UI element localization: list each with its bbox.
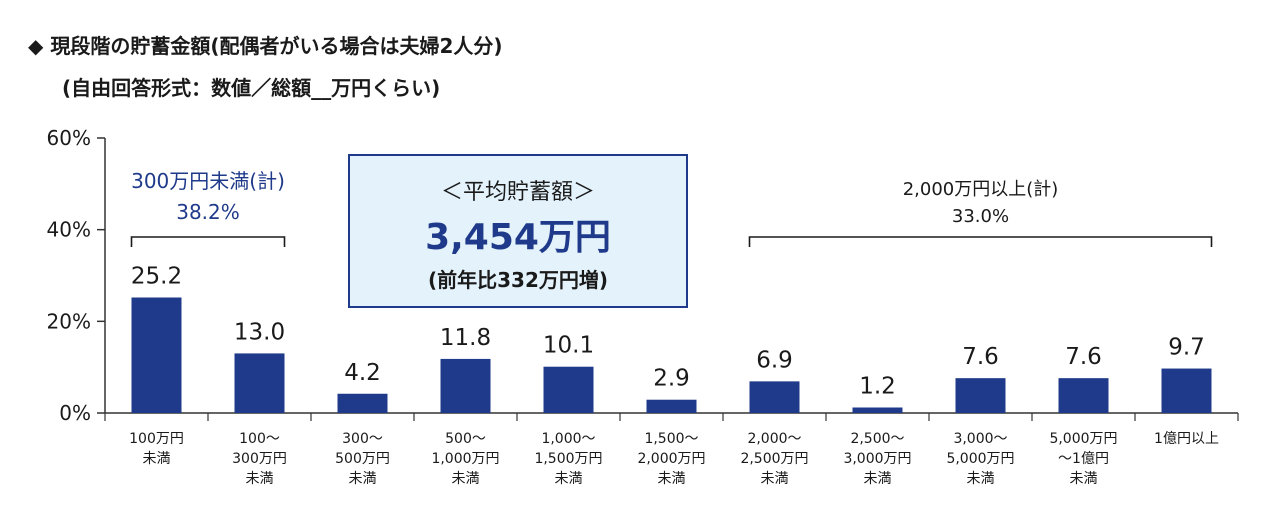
bar bbox=[337, 393, 388, 413]
category-label: 5,000万円～1億円未満 bbox=[1049, 431, 1117, 487]
average-savings-callout: ＜平均貯蓄額＞ 3,454万円 (前年比332万円増) bbox=[348, 154, 688, 308]
group-bracket-over-2000 bbox=[748, 236, 1213, 247]
average-change: (前年比332万円増) bbox=[427, 268, 609, 292]
category-label: 300～ 500万円未満 bbox=[335, 431, 390, 487]
bar-value-label: 11.8 bbox=[440, 325, 491, 351]
bar-value-label: 7.6 bbox=[1065, 344, 1102, 370]
bar bbox=[131, 297, 182, 413]
bar bbox=[749, 381, 800, 413]
bar-value-label: 6.9 bbox=[756, 347, 793, 373]
group-label-under-300: 300万円未満(計) bbox=[131, 169, 285, 193]
group-bracket-under-300 bbox=[130, 236, 286, 247]
bar-value-label: 1.2 bbox=[859, 374, 896, 400]
bar-value-label: 10.1 bbox=[543, 333, 594, 359]
category-label: 500～ 1,000万円未満 bbox=[431, 431, 499, 487]
y-tick-label: 60% bbox=[47, 126, 91, 150]
average-label: ＜平均貯蓄額＞ bbox=[440, 180, 595, 205]
bar bbox=[234, 353, 285, 413]
group-value-over-2000: 33.0% bbox=[952, 206, 1009, 227]
bar bbox=[646, 399, 697, 413]
bar bbox=[955, 378, 1006, 413]
average-value: 3,454万円 bbox=[425, 217, 611, 258]
bar bbox=[1058, 378, 1109, 413]
bar-value-label: 7.6 bbox=[962, 344, 999, 370]
bar-value-label: 13.0 bbox=[234, 319, 285, 345]
y-tick-label: 40% bbox=[47, 218, 91, 242]
y-tick-label: 20% bbox=[47, 309, 91, 333]
y-tick-label: 0% bbox=[59, 401, 91, 425]
category-label: 1,000～ 1,500万円未満 bbox=[534, 431, 602, 487]
category-label: 1億円以上 bbox=[1154, 431, 1219, 447]
category-label: 3,000～ 5,000万円未満 bbox=[946, 431, 1014, 487]
bar bbox=[440, 358, 491, 413]
group-value-under-300: 38.2% bbox=[176, 200, 240, 224]
bar bbox=[852, 407, 903, 413]
bar-value-label: 2.9 bbox=[653, 366, 690, 392]
bar-value-label: 25.2 bbox=[131, 264, 182, 290]
bar bbox=[543, 366, 594, 413]
category-label: 2,500～ 3,000万円未満 bbox=[843, 431, 911, 487]
chart-subtitle: (自由回答形式：数値／総額__万円くらい) bbox=[62, 76, 441, 100]
group-label-over-2000: 2,000万円以上(計) bbox=[903, 179, 1059, 200]
chart-title: ◆ 現段階の貯蓄金額(配偶者がいる場合は夫婦2人分) bbox=[28, 34, 503, 58]
bar-value-label: 9.7 bbox=[1168, 335, 1205, 361]
category-label: 100万円未満 bbox=[129, 431, 184, 467]
bar bbox=[1161, 368, 1212, 413]
category-label: 1,500～ 2,000万円未満 bbox=[637, 431, 705, 487]
category-label: 2,000～ 2,500万円未満 bbox=[740, 431, 808, 487]
bar-value-label: 4.2 bbox=[344, 360, 381, 386]
category-label: 100～ 300万円未満 bbox=[232, 431, 287, 487]
